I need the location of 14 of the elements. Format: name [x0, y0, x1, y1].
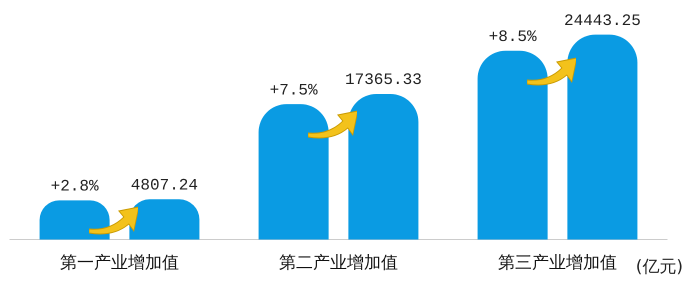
annotation: +8.5% — [488, 28, 538, 46]
data-label: 17365.33 — [344, 71, 422, 90]
bar — [567, 34, 638, 240]
bar — [478, 50, 548, 240]
text: (亿元) — [636, 257, 683, 278]
annotation: +7.5% — [270, 81, 318, 100]
bar — [258, 104, 329, 240]
x-tick-label: 第一产业增加值 — [60, 253, 179, 274]
annotation: +2.8% — [50, 178, 100, 196]
bar — [348, 94, 418, 240]
x-tick-label: 第二产业增加值 — [279, 253, 398, 274]
data-label: 24443.25 — [564, 12, 641, 30]
data-label: 4807.24 — [130, 176, 198, 195]
x-tick-label: 第三产业增加值 — [498, 253, 617, 274]
